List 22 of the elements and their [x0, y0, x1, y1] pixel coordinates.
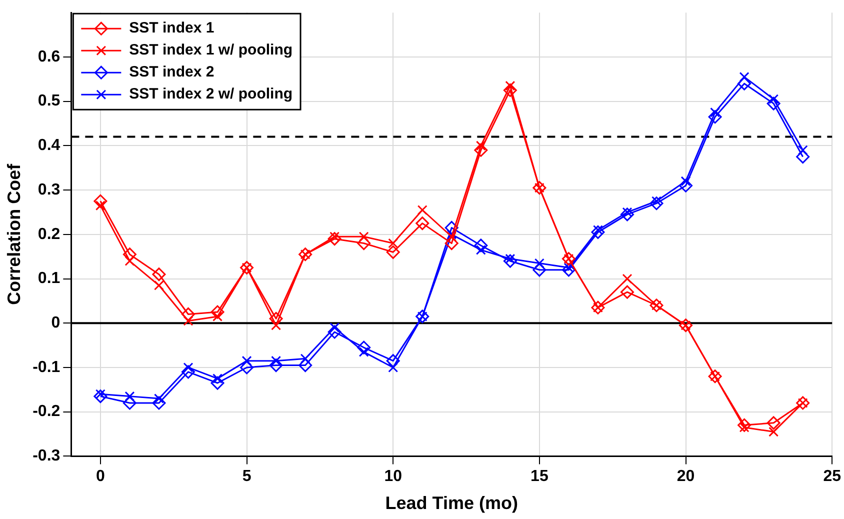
y-tick-label: -0.1: [32, 358, 60, 376]
legend-label: SST index 2: [129, 64, 214, 81]
y-axis-title: Correlation Coef: [4, 162, 24, 305]
x-tick-label: 25: [823, 468, 842, 486]
y-tick-label: -0.3: [32, 448, 60, 465]
x-tick-label: 0: [96, 468, 105, 486]
y-tick-label: 0.6: [38, 48, 60, 66]
legend-label: SST index 2 w/ pooling: [129, 86, 293, 103]
y-tick-label: 0.1: [38, 270, 60, 288]
x-tick-label: 20: [676, 468, 695, 486]
x-tick-label: 15: [530, 468, 548, 486]
y-tick-label: 0: [51, 314, 60, 332]
x-axis-title: Lead Time (mo): [385, 493, 518, 514]
y-tick-label: 0.2: [38, 226, 60, 243]
legend-label: SST index 1: [129, 20, 214, 37]
x-tick-label: 5: [242, 468, 252, 486]
y-tick-label: 0.3: [38, 181, 60, 198]
legend-label: SST index 1 w/ pooling: [129, 42, 293, 59]
y-tick-label: 0.5: [38, 92, 60, 110]
y-tick-label: -0.2: [32, 403, 60, 420]
x-tick-label: 10: [384, 468, 402, 486]
y-tick-label: 0.4: [38, 137, 60, 154]
